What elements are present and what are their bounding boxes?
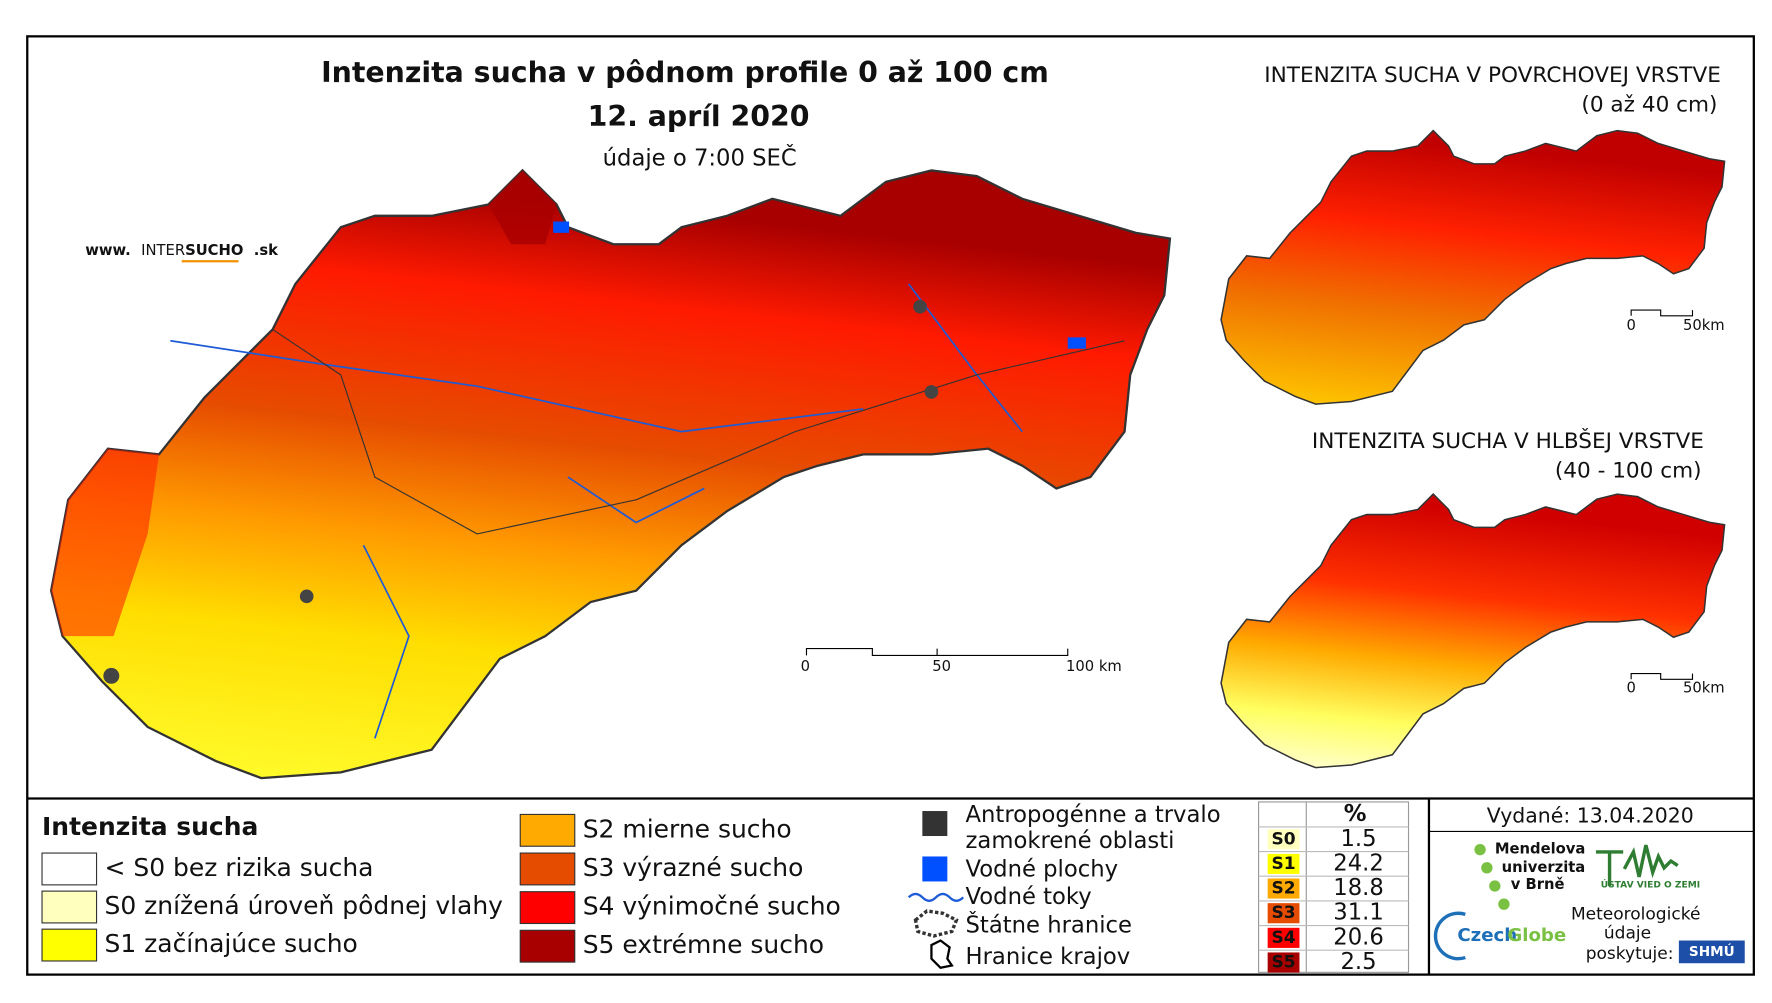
time-note: údaje o 7:00 SEČ: [603, 144, 797, 172]
stats-table: % S0 1.5 S1 24.2 S2 18.8 S3 31.1 S4 20.6 S5 2.5: [1258, 801, 1410, 975]
symbol-label: Vodné toky: [966, 884, 1092, 910]
main-title: Intenzita sucha v pôdnom profile 0 až 10…: [321, 56, 1049, 89]
symbol-label: Hranice krajov: [966, 944, 1131, 970]
legend-classes: < S0 bez rizika sucha S0 znížená úroveň p…: [41, 813, 841, 963]
class-label: S4: [1272, 928, 1296, 948]
legend-label: S1 začínajúce sucho: [105, 929, 358, 958]
legend-swatch: [519, 813, 576, 847]
symbol-state-border: [913, 909, 959, 938]
logo-text: Czech: [1457, 925, 1517, 946]
inset-subtitle: (40 - 100 cm): [1555, 458, 1702, 483]
inset-title: INTENZITA SUCHA V POVRCHOVEJ VRSTVE: [1264, 63, 1721, 88]
legend-swatch: [41, 928, 98, 962]
inset-scale-bar: [1630, 309, 1694, 317]
table-header: %: [1344, 801, 1367, 827]
logo-ustav: ÚSTAV VIED O ZEMI: [1595, 844, 1700, 890]
legend-label: S4 výnimočné sucho: [583, 892, 841, 921]
scale-label: 0: [1626, 317, 1635, 334]
class-cell: [1267, 829, 1300, 850]
scale-label: 50: [932, 658, 951, 675]
website-part: INTER: [141, 242, 185, 259]
percent-value: 20.6: [1333, 924, 1384, 950]
scale-label: 100 km: [1066, 658, 1122, 675]
symbol-anthropogenic: [922, 811, 948, 837]
legend-swatch: [41, 890, 98, 924]
logo-text: Meteorologické: [1571, 904, 1700, 924]
website: www. INTERSUCHO .sk: [85, 242, 279, 259]
inset-scale-bar: [1630, 673, 1694, 680]
logo-text: univerzita: [1502, 859, 1586, 876]
symbol-label: zamokrené oblasti: [966, 828, 1175, 854]
class-cell: [1267, 853, 1300, 874]
class-label: S3: [1272, 903, 1296, 923]
logo-czechglobe: Czech Globe: [1433, 911, 1566, 961]
inset-subtitle: (0 až 40 cm): [1581, 93, 1717, 118]
scale-label: 50km: [1683, 317, 1725, 334]
percent-value: 1.5: [1340, 826, 1376, 852]
class-label: S0: [1272, 829, 1296, 849]
class-cell: [1267, 903, 1300, 924]
main-map: [49, 169, 1172, 780]
logo-text: údaje: [1604, 924, 1651, 944]
logo-text: Globe: [1507, 925, 1566, 946]
logo-text: SHMÚ: [1689, 942, 1735, 960]
logo-mendel: Mendelova univerzita v Brně: [1474, 841, 1585, 910]
scale-bar: [805, 648, 1069, 656]
percent-value: 18.8: [1333, 875, 1384, 901]
main-date: 12. apríl 2020: [588, 100, 810, 133]
class-label: S2: [1272, 879, 1296, 899]
website-part: www.: [85, 242, 131, 259]
website-part: .sk: [254, 242, 279, 259]
table-border: [1258, 801, 1410, 973]
percent-value: 2.5: [1340, 949, 1376, 975]
class-cell: [1267, 927, 1300, 948]
class-cell: [1267, 878, 1300, 899]
issued-date: Vydané: 13.04.2020: [1487, 804, 1694, 828]
legend-title: Intenzita sucha: [42, 812, 258, 841]
scale-label: 0: [801, 658, 810, 675]
symbol-water-area: [922, 856, 948, 882]
scale-label: 50km: [1683, 679, 1725, 696]
logo-text: Mendelova: [1495, 841, 1586, 858]
class-cell: [1267, 952, 1300, 973]
logo-text: ÚSTAV VIED O ZEMI: [1601, 878, 1700, 890]
percent-value: 31.1: [1333, 900, 1384, 926]
legend-label: S0 znížená úroveň pôdnej vlahy: [105, 891, 504, 920]
class-label: S5: [1272, 953, 1296, 973]
symbol-label: Vodné plochy: [966, 857, 1119, 883]
symbol-region-border: [930, 939, 954, 970]
legend-swatch: [519, 852, 576, 886]
legend-swatch: [41, 852, 98, 886]
legend-swatch: [519, 891, 576, 925]
website-part: SUCHO: [185, 242, 243, 259]
inset-title: INTENZITA SUCHA V HLBŠEJ VRSTVE: [1312, 428, 1704, 454]
legend-label: S3 výrazné sucho: [583, 853, 804, 882]
legend-label: < S0 bez rizika sucha: [105, 853, 374, 882]
scale-label: 0: [1626, 679, 1635, 696]
percent-value: 24.2: [1333, 850, 1384, 876]
logo-text: poskytuje:: [1586, 944, 1674, 964]
legend-label: S5 extrémne sucho: [583, 930, 824, 959]
class-label: S1: [1272, 854, 1296, 874]
symbol-label: Antropogénne a trvalo: [966, 802, 1221, 828]
logo-text: v Brně: [1511, 876, 1565, 893]
legend-label: S2 mierne sucho: [583, 814, 792, 843]
logo-shmu: [1678, 940, 1745, 964]
symbol-river: [907, 892, 965, 902]
legend-swatch: [519, 929, 576, 963]
symbol-label: Štátne hranice: [966, 910, 1132, 938]
